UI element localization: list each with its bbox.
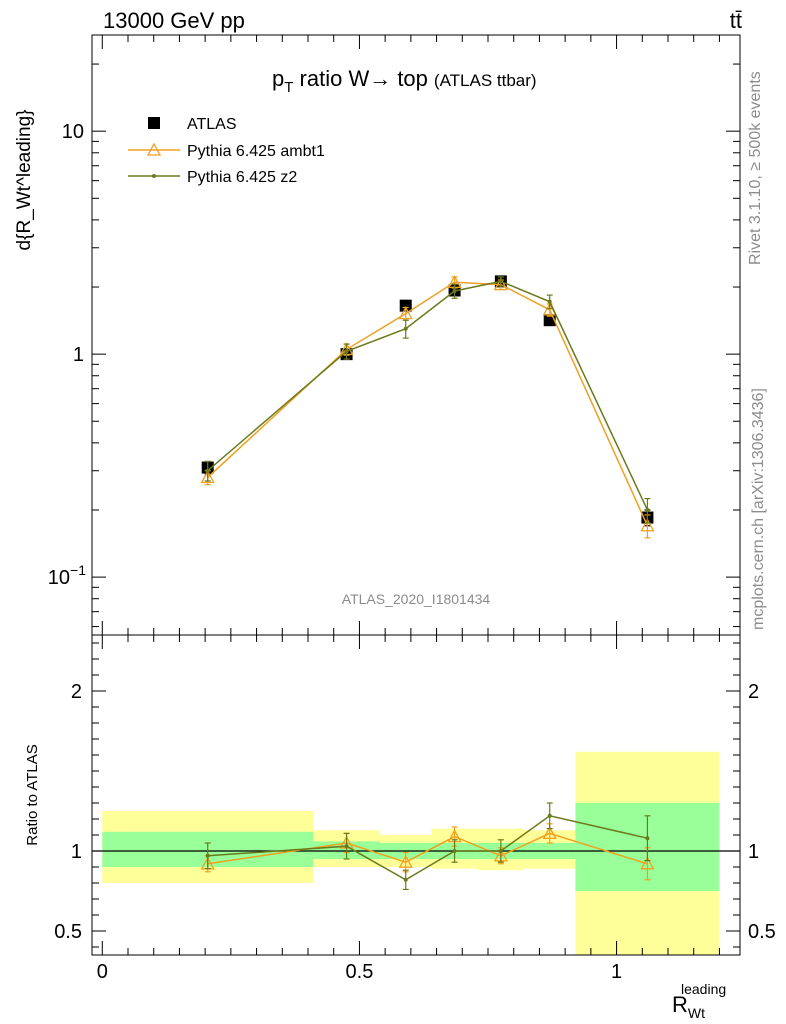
ratio-ytick-label-right: 0.5 (748, 921, 776, 943)
main-point-z2 (344, 349, 349, 354)
ratio-ylabel: Ratio to ATLAS (24, 744, 41, 845)
ratio-point-ambt1 (542, 826, 557, 840)
ratio-ytick-label-left: 1 (71, 841, 82, 863)
legend-atlas-label: ATLAS (187, 116, 237, 133)
main-series-line (207, 281, 649, 527)
main-series-line (207, 280, 649, 511)
main-point-atlas (399, 299, 412, 312)
legend-atlas-marker (148, 117, 160, 129)
watermark: ATLAS_2020_I1801434 (342, 591, 491, 607)
main-point-z2 (205, 468, 210, 473)
ratio-point-z2 (205, 853, 210, 858)
header-left: 13000 GeV pp (103, 8, 245, 33)
ratio-point-z2 (645, 836, 650, 841)
main-ytick-label: 10 (48, 567, 70, 589)
main-ytick-label: 10 (62, 121, 84, 143)
main-point-z2 (498, 279, 503, 284)
ratio-frame (91, 634, 741, 956)
ratio-xtick-label: 0 (97, 961, 108, 983)
legend-ambt1-marker (146, 142, 162, 156)
ratio-marks (92, 802, 740, 891)
ratio-bands (102, 751, 720, 955)
legend: ATLAS Pythia 6.425 ambt1 Pythia 6.425 z2 (128, 116, 325, 186)
main-point-z2 (452, 288, 457, 293)
legend-ambt1-label: Pythia 6.425 ambt1 (187, 143, 325, 160)
main-point-z2 (547, 299, 552, 304)
ratio-point-ambt1 (640, 856, 655, 870)
main-marks (200, 274, 655, 539)
main-title: pT ratio W→ top (ATLAS ttbar) (272, 66, 537, 96)
ratio-point-z2 (403, 877, 408, 882)
legend-z2-label: Pythia 6.425 z2 (187, 169, 297, 186)
ratio-xtick-label: 0.5 (346, 961, 374, 983)
main-ytick-exponent: −1 (70, 562, 86, 578)
ratio-ticks: 2 2 1 1 0.5 0.5 0 0.5 1 (54, 635, 776, 983)
main-point-z2 (645, 507, 650, 512)
legend-z2-marker (152, 174, 156, 178)
main-point-ambt1 (640, 518, 655, 532)
ratio-ytick-label-right: 2 (748, 681, 759, 703)
main-ytick-label: 1 (73, 344, 84, 366)
svg-text:d{R_Wt^leading}: d{R_Wt^leading} (14, 110, 35, 251)
header-right: tt̄ (730, 8, 742, 33)
ratio-xtick-label: 1 (611, 961, 622, 983)
ratio-ytick-label-left: 0.5 (54, 921, 82, 943)
main-point-z2 (403, 326, 408, 331)
ratio-point-z2 (498, 849, 503, 853)
xlabel: RWtleading (672, 981, 726, 1021)
ratio-ytick-label-right: 1 (748, 841, 759, 863)
main-ylabel: d{R_Wt^leading} (14, 110, 35, 251)
main-point-ambt1 (493, 277, 508, 291)
main-point-ambt1 (398, 306, 413, 320)
main-point-ambt1 (200, 470, 215, 484)
rivet-label: Rivet 3.1.10, ≥ 500k events (747, 71, 764, 265)
ratio-point-z2 (547, 813, 552, 818)
mcplots-label: mcplots.cern.ch [arXiv:1306.3436] (750, 388, 767, 630)
ratio-ytick-label-left: 2 (71, 681, 82, 703)
ratio-point-z2 (344, 844, 349, 849)
ratio-point-ambt1 (398, 854, 413, 868)
ratio-point-z2 (452, 849, 457, 853)
ratio-panel: 2 2 1 1 0.5 0.5 0 0.5 1 Ratio to ATLAS RWtleadin… (24, 634, 776, 1021)
